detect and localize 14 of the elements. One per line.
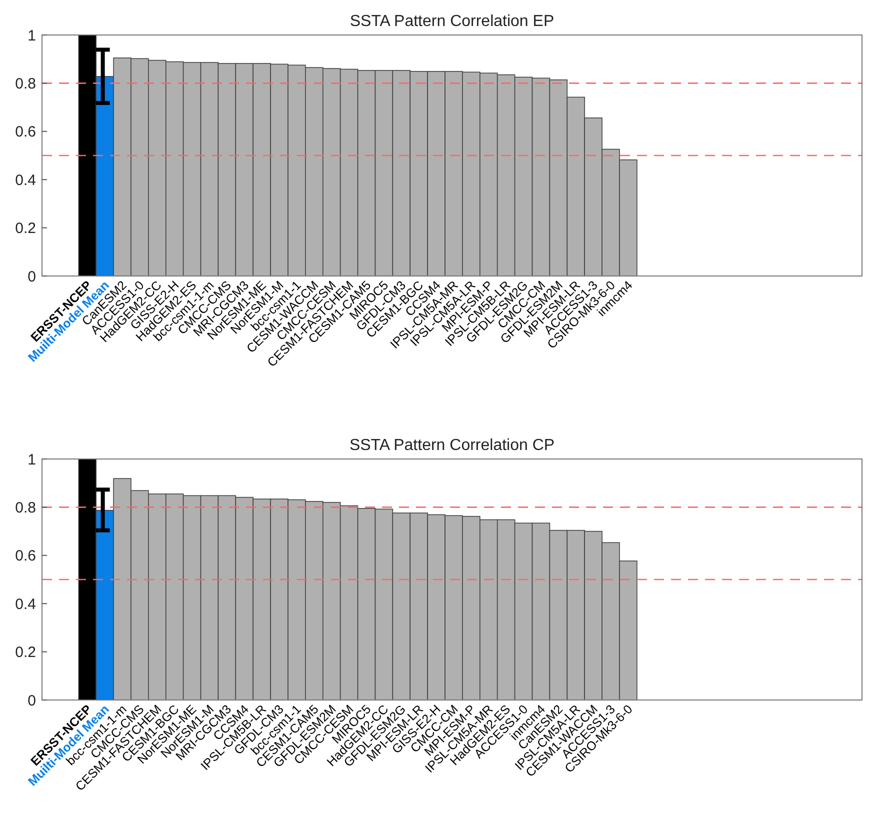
- y-tick-label: 1: [28, 451, 36, 468]
- y-tick-label: 0.2: [15, 644, 36, 662]
- y-tick-label: 0: [28, 692, 36, 710]
- chart-title: SSTA Pattern Correlation EP: [350, 13, 554, 30]
- y-tick-label: 0.4: [15, 596, 36, 613]
- y-tick-label: 1: [28, 27, 36, 44]
- y-tick-label: 0.2: [15, 220, 36, 238]
- y-tick-label: 0.8: [15, 499, 36, 516]
- chart-title: SSTA Pattern Correlation CP: [349, 437, 555, 454]
- y-tick-label: 0.8: [15, 75, 36, 92]
- y-tick-label: 0: [28, 268, 36, 286]
- y-tick-label: 0.6: [15, 548, 36, 565]
- y-tick-label: 0.6: [15, 124, 36, 141]
- y-tick-label: 0.4: [15, 172, 36, 189]
